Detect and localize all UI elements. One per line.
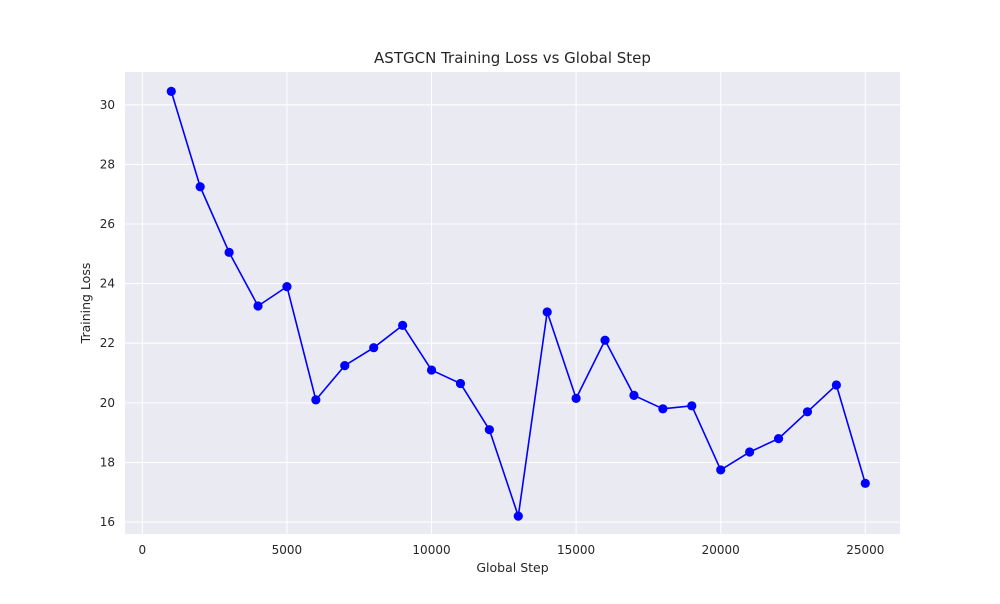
data-point [687, 401, 697, 411]
y-tick-label: 30 [100, 98, 115, 112]
y-tick-label: 16 [100, 515, 115, 529]
data-point [802, 407, 813, 417]
data-point [398, 320, 408, 330]
data-series [166, 86, 870, 521]
x-tick-label: 15000 [557, 543, 595, 557]
x-tick-label: 25000 [846, 543, 884, 557]
data-point [860, 478, 870, 488]
data-point [629, 390, 639, 400]
tick-labels: 0 5000 10000 15000 20000 25000 16 18 20 22 24 26 28 3… [100, 98, 885, 557]
data-point [542, 307, 552, 317]
data-point [426, 365, 437, 375]
y-tick-label: 26 [100, 217, 115, 231]
data-point [166, 86, 176, 96]
data-point [282, 282, 292, 292]
data-point [658, 404, 668, 414]
data-point [773, 434, 784, 444]
data-point [600, 335, 610, 345]
data-point [513, 511, 523, 521]
x-tick-label: 10000 [412, 543, 450, 557]
data-point [369, 343, 379, 353]
x-tick-label: 20000 [702, 543, 740, 557]
y-tick-label: 22 [100, 336, 115, 350]
data-point [224, 247, 234, 257]
x-tick-label: 0 [139, 543, 147, 557]
data-point [253, 301, 263, 311]
grid-lines [125, 72, 900, 534]
plot-area [125, 72, 900, 534]
data-point [571, 393, 581, 403]
data-point [195, 182, 205, 192]
data-point [311, 395, 321, 405]
y-tick-label: 28 [100, 157, 115, 171]
y-axis-label: Training Loss [78, 263, 93, 345]
data-point [716, 465, 726, 475]
x-axis-label: Global Step [476, 560, 548, 575]
data-point [484, 425, 494, 435]
y-tick-label: 18 [100, 455, 115, 469]
data-point [831, 380, 841, 390]
y-tick-label: 24 [100, 277, 115, 291]
data-point [455, 378, 466, 389]
chart-title: ASTGCN Training Loss vs Global Step [374, 49, 651, 67]
x-tick-label: 5000 [272, 543, 303, 557]
data-point [745, 447, 755, 457]
y-tick-label: 20 [100, 396, 115, 410]
data-point [340, 360, 350, 371]
